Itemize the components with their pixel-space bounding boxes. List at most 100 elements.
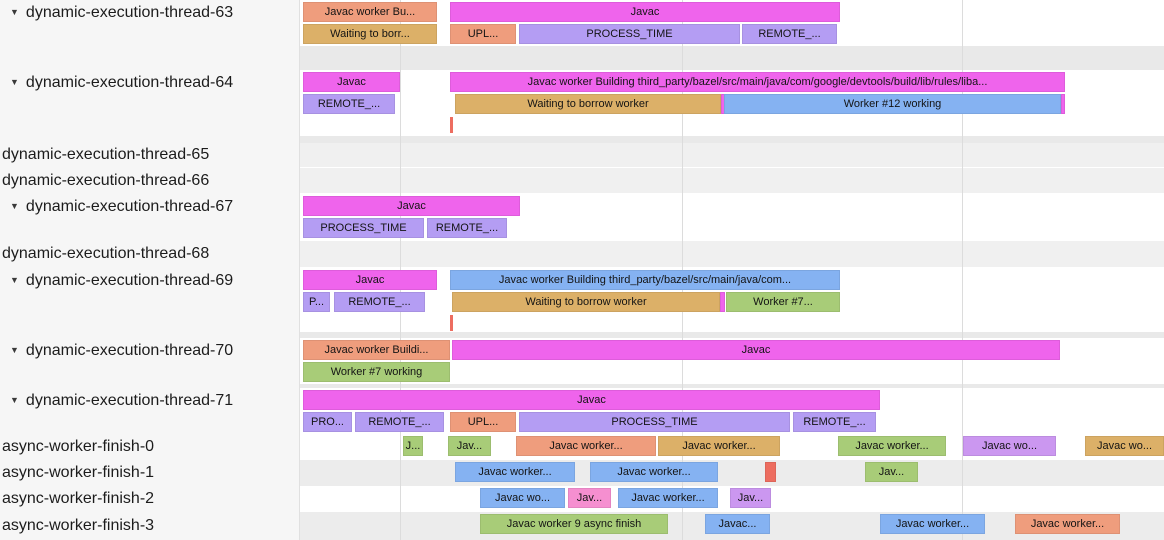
thread-track: J... Jav... Javac worker... Javac worker...… bbox=[300, 434, 1164, 460]
thread-name: dynamic-execution-thread-64 bbox=[25, 74, 234, 91]
thread-name: dynamic-execution-thread-65 bbox=[2, 146, 210, 163]
trace-slice[interactable]: Javac worker... bbox=[658, 436, 780, 456]
thread-track bbox=[300, 116, 1164, 136]
trace-slice[interactable]: Waiting to borrow worker bbox=[452, 292, 720, 312]
thread-row: Javac worker Buildi... Javac Worker #7 wor… bbox=[0, 338, 1164, 384]
thread-track: Javac Javac worker Building third_party/b… bbox=[300, 268, 1164, 314]
thread-name: dynamic-execution-thread-68 bbox=[2, 245, 210, 262]
trace-slice[interactable]: Javac bbox=[303, 72, 400, 92]
trace-slice[interactable]: Javac wo... bbox=[963, 436, 1056, 456]
collapse-triangle-icon[interactable]: ▼ bbox=[10, 395, 19, 405]
trace-slice[interactable]: REMOTE_... bbox=[334, 292, 425, 312]
thread-label[interactable]: ▼ dynamic-execution-thread-70 bbox=[0, 340, 300, 361]
thread-label[interactable]: dynamic-execution-thread-68 bbox=[0, 245, 300, 263]
collapse-triangle-icon[interactable]: ▼ bbox=[10, 7, 19, 17]
thread-row: dynamic-execution-thread-68 bbox=[0, 241, 1164, 267]
collapse-triangle-icon[interactable]: ▼ bbox=[10, 77, 19, 87]
separator-row bbox=[0, 136, 1164, 143]
trace-slice[interactable]: Javac worker... bbox=[618, 488, 718, 508]
thread-label[interactable]: async-worker-finish-1 bbox=[0, 464, 300, 482]
trace-slice[interactable] bbox=[721, 94, 725, 114]
trace-slice[interactable]: Jav... bbox=[865, 462, 918, 482]
trace-slice[interactable]: Waiting to borr... bbox=[303, 24, 437, 44]
trace-slice[interactable]: Javac worker Building third_party/bazel/… bbox=[450, 72, 1065, 92]
trace-slice[interactable]: Jav... bbox=[730, 488, 771, 508]
trace-slice[interactable]: Javac bbox=[303, 196, 520, 216]
thread-row: Javac worker... Javac worker... Jav... asyn… bbox=[0, 460, 1164, 486]
trace-slice[interactable]: Javac wo... bbox=[1085, 436, 1164, 456]
thread-row: dynamic-execution-thread-65 bbox=[0, 143, 1164, 167]
trace-slice[interactable]: UPL... bbox=[450, 24, 516, 44]
trace-slice[interactable]: UPL... bbox=[450, 412, 516, 432]
thread-track: Javac worker... Javac worker... Jav... bbox=[300, 460, 1164, 486]
thread-label[interactable]: dynamic-execution-thread-66 bbox=[0, 172, 300, 190]
trace-slice[interactable]: REMOTE_... bbox=[427, 218, 507, 238]
collapse-triangle-icon[interactable]: ▼ bbox=[10, 345, 19, 355]
thread-name: dynamic-execution-thread-70 bbox=[25, 342, 234, 359]
trace-slice[interactable]: REMOTE_... bbox=[742, 24, 837, 44]
separator-row bbox=[0, 332, 1164, 338]
thread-label[interactable]: async-worker-finish-3 bbox=[0, 517, 300, 535]
trace-slice[interactable]: Jav... bbox=[448, 436, 491, 456]
separator-row bbox=[0, 384, 1164, 388]
trace-slice[interactable]: Javac worker... bbox=[880, 514, 985, 534]
trace-slice[interactable]: REMOTE_... bbox=[355, 412, 444, 432]
trace-slice[interactable] bbox=[1061, 94, 1065, 114]
trace-slice[interactable]: Javac worker... bbox=[590, 462, 718, 482]
thread-track: Javac Javac worker Building third_party/b… bbox=[300, 70, 1164, 116]
thread-label[interactable]: ▼ dynamic-execution-thread-71 bbox=[0, 390, 300, 411]
thread-row: Javac worker 9 async finish Javac... Javac… bbox=[0, 512, 1164, 540]
trace-slice[interactable]: Javac bbox=[303, 270, 437, 290]
thread-row: dynamic-execution-thread-66 bbox=[0, 168, 1164, 193]
thread-name: async-worker-finish-2 bbox=[2, 490, 155, 507]
thread-label[interactable]: ▼ dynamic-execution-thread-63 bbox=[0, 2, 300, 23]
thread-label[interactable]: async-worker-finish-0 bbox=[0, 438, 300, 456]
trace-slice[interactable]: Waiting to borrow worker bbox=[455, 94, 721, 114]
trace-slice[interactable]: Javac worker... bbox=[1015, 514, 1120, 534]
trace-slice[interactable]: Javac worker Bu... bbox=[303, 2, 437, 22]
trace-slice[interactable]: PROCESS_TIME bbox=[519, 412, 790, 432]
instant-event-tick[interactable] bbox=[450, 117, 453, 133]
trace-slice[interactable]: PROCESS_TIME bbox=[303, 218, 424, 238]
thread-label[interactable]: async-worker-finish-2 bbox=[0, 490, 300, 508]
trace-slice[interactable]: Javac worker Building third_party/bazel/… bbox=[450, 270, 840, 290]
trace-slice[interactable]: REMOTE_... bbox=[303, 94, 395, 114]
thread-label[interactable]: dynamic-execution-thread-65 bbox=[0, 146, 300, 164]
trace-slice[interactable]: Javac bbox=[450, 2, 840, 22]
trace-slice[interactable] bbox=[765, 462, 776, 482]
trace-slice[interactable]: Javac worker Buildi... bbox=[303, 340, 450, 360]
thread-label[interactable]: ▼ dynamic-execution-thread-64 bbox=[0, 72, 300, 93]
trace-slice[interactable]: Javac worker... bbox=[838, 436, 946, 456]
trace-slice[interactable]: J... bbox=[403, 436, 423, 456]
trace-slice[interactable]: PRO... bbox=[303, 412, 352, 432]
trace-slice[interactable]: REMOTE_... bbox=[793, 412, 876, 432]
separator-row bbox=[0, 314, 1164, 332]
thread-track: Javac wo... Jav... Javac worker... Jav... bbox=[300, 486, 1164, 512]
trace-slice[interactable]: Javac bbox=[303, 390, 880, 410]
trace-slice[interactable]: Javac worker... bbox=[455, 462, 575, 482]
trace-slice[interactable]: Javac worker 9 async finish bbox=[480, 514, 668, 534]
collapse-triangle-icon[interactable]: ▼ bbox=[10, 275, 19, 285]
thread-name: async-worker-finish-1 bbox=[2, 464, 155, 481]
thread-track bbox=[300, 332, 1164, 338]
trace-slice[interactable]: Worker #7... bbox=[726, 292, 840, 312]
thread-label[interactable]: ▼ dynamic-execution-thread-67 bbox=[0, 196, 300, 217]
trace-slice[interactable]: P... bbox=[303, 292, 330, 312]
thread-row: J... Jav... Javac worker... Javac worker...… bbox=[0, 434, 1164, 460]
trace-slice[interactable]: Javac bbox=[452, 340, 1060, 360]
trace-slice[interactable]: Javac... bbox=[705, 514, 770, 534]
trace-slice[interactable] bbox=[720, 292, 725, 312]
trace-slice[interactable]: Javac wo... bbox=[480, 488, 565, 508]
trace-slice[interactable]: Jav... bbox=[568, 488, 611, 508]
thread-track bbox=[300, 136, 1164, 143]
trace-slice[interactable]: Worker #7 working bbox=[303, 362, 450, 382]
trace-slice[interactable]: Javac worker... bbox=[516, 436, 656, 456]
trace-slice[interactable]: Worker #12 working bbox=[724, 94, 1061, 114]
gridline bbox=[962, 0, 963, 540]
thread-track: Javac worker Bu... Javac Waiting to borr..… bbox=[300, 0, 1164, 46]
thread-label[interactable]: ▼ dynamic-execution-thread-69 bbox=[0, 270, 300, 291]
trace-slice[interactable]: PROCESS_TIME bbox=[519, 24, 740, 44]
collapse-triangle-icon[interactable]: ▼ bbox=[10, 201, 19, 211]
instant-event-tick[interactable] bbox=[450, 315, 453, 331]
